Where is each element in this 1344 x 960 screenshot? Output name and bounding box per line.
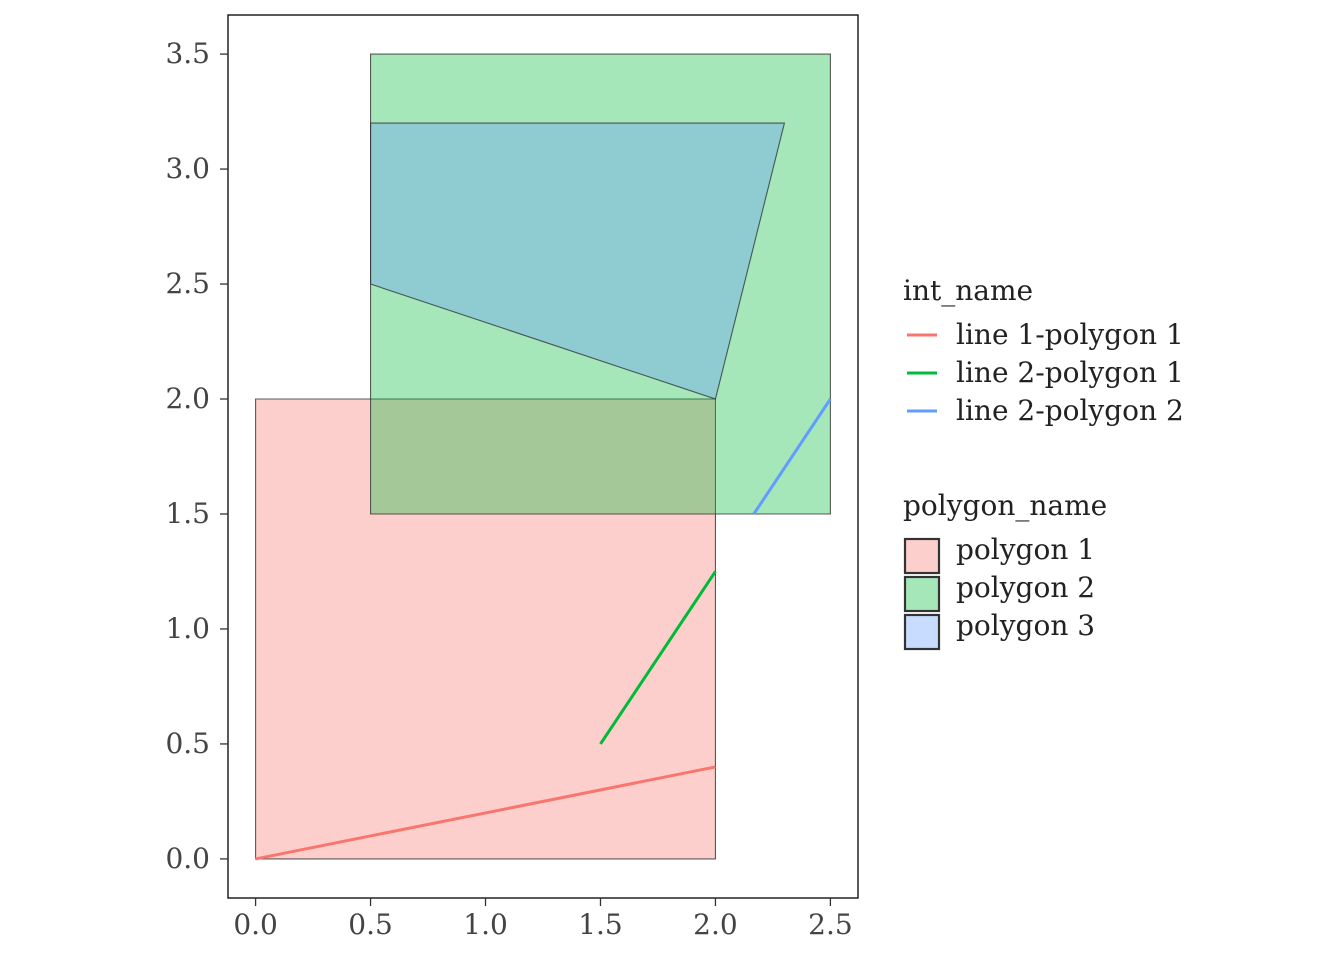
y-tick-label: 0.0 [165,842,210,875]
line-layer [255,398,832,861]
y-tick-label: 1.5 [165,497,210,530]
legend-label-polygon-1: polygon 1 [956,533,1095,566]
legend-label-polygon-2: polygon 2 [956,571,1095,604]
legend-title-polygon-name: polygon_name [903,489,1107,522]
legend-key-polygon-3 [903,613,941,651]
y-tick-label: 2.0 [165,382,210,415]
line-line-2-polygon-2 [752,398,832,515]
plot-panel [227,14,859,899]
x-tick-label: 1.0 [463,908,508,941]
axes: 0.0 0.5 1.0 1.5 2.0 2.5 0.0 0.5 1.0 1.5 2.0 2.5 3.0 3… [165,37,852,941]
x-tick-label: 0.0 [233,908,278,941]
y-tick-label: 0.5 [165,727,210,760]
legend-label-line-2-polygon-1: line 2-polygon 1 [956,356,1184,389]
y-tick-label: 1.0 [165,612,210,645]
y-tick-label: 2.5 [165,267,210,300]
x-tick-label: 0.5 [348,908,393,941]
legend-title-int-name: int_name [903,274,1033,307]
legend-label-polygon-3: polygon 3 [956,609,1095,642]
line-line-2-polygon-1 [599,570,717,745]
y-tick-label: 3.5 [165,37,210,70]
x-tick-label: 2.0 [693,908,738,941]
polygon-layer [255,53,831,860]
x-tick-label: 1.5 [578,908,623,941]
legend-label-line-1-polygon-1: line 1-polygon 1 [956,318,1184,351]
y-tick-label: 3.0 [165,152,210,185]
legend-key-polygon-2 [903,575,941,613]
line-line-1-polygon-1 [255,765,716,861]
legend-label-line-2-polygon-2: line 2-polygon 2 [956,394,1184,427]
polygon-polygon-3 [369,122,786,400]
x-tick-label: 2.5 [808,908,853,941]
legend-key-polygon-1 [903,537,941,575]
